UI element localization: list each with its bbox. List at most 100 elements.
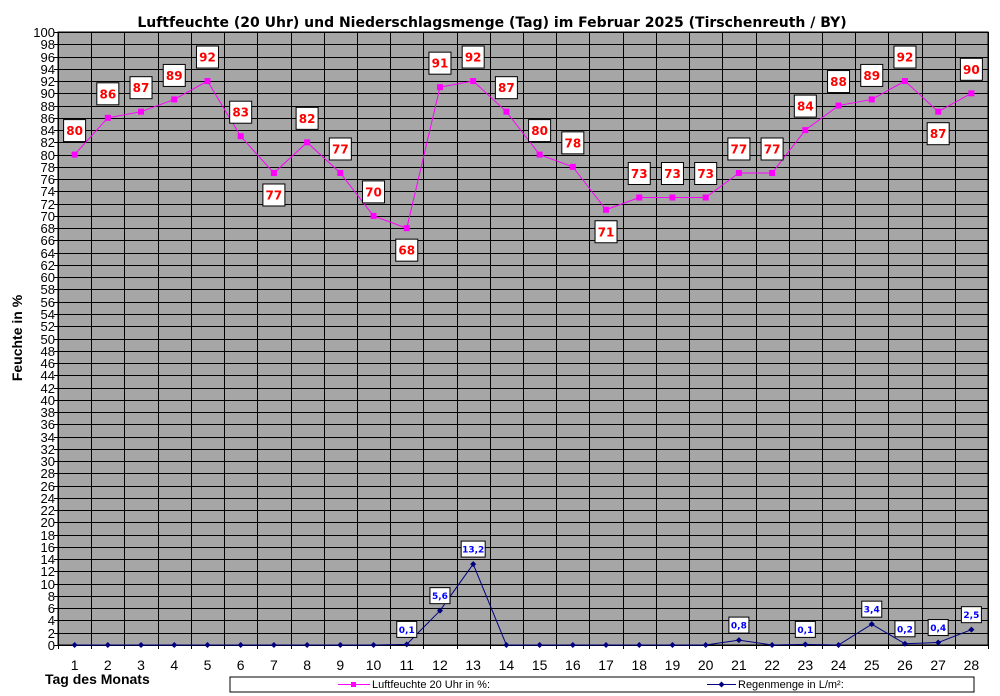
x-tick-label: 5	[204, 657, 212, 673]
point-humidity	[270, 169, 277, 176]
legend-label-humidity: Luftfeuchte 20 Uhr in %:	[372, 679, 490, 691]
y-tick-label: 70	[41, 209, 55, 224]
legend-marker-rain	[718, 681, 725, 688]
x-tick-label: 8	[303, 657, 311, 673]
y-tick-label: 72	[41, 197, 55, 212]
y-tick-label: 86	[41, 111, 55, 126]
data-label-box-humidity	[860, 63, 884, 87]
x-tick-label: 19	[665, 657, 681, 673]
point-rain	[802, 641, 809, 648]
x-tick-label: 20	[698, 657, 714, 673]
point-humidity	[237, 133, 244, 140]
data-label-humidity: 91	[432, 57, 449, 71]
point-humidity	[71, 151, 78, 158]
data-label-box-humidity	[627, 162, 651, 186]
data-label-rain: 0,8	[731, 622, 747, 632]
point-rain	[71, 642, 78, 648]
data-label-box-humidity	[594, 220, 618, 244]
y-tick-label: 98	[41, 37, 55, 52]
data-label-rain: 5,6	[432, 592, 448, 602]
data-label-box-rain	[927, 619, 949, 637]
y-tick-label: 34	[41, 430, 55, 445]
data-label-box-humidity	[926, 122, 950, 146]
x-tick-label: 11	[399, 657, 414, 673]
data-label-humidity: 83	[232, 106, 249, 120]
point-rain	[370, 642, 377, 648]
y-tick-label: 22	[41, 503, 55, 518]
point-humidity	[968, 90, 975, 97]
data-label-box-humidity	[494, 76, 518, 100]
point-rain	[702, 642, 709, 648]
data-label-box-rain	[861, 600, 883, 618]
y-tick-label: 46	[41, 356, 55, 371]
point-rain	[935, 639, 942, 646]
y-tick-label: 20	[41, 515, 55, 530]
data-label-rain: 0,1	[399, 626, 415, 636]
point-humidity	[702, 194, 709, 201]
data-label-box-rain	[894, 620, 916, 638]
y-tick-label: 44	[41, 368, 55, 383]
y-tick-label: 38	[41, 405, 55, 420]
point-rain	[270, 642, 277, 648]
y-tick-label: 32	[41, 442, 55, 457]
x-tick-label: 1	[71, 657, 79, 673]
y-tick-label: 42	[41, 381, 55, 396]
y-tick-label: 74	[41, 184, 55, 199]
data-label-box-humidity	[461, 45, 485, 69]
x-tick-label: 12	[432, 657, 448, 673]
data-label-humidity: 73	[664, 167, 681, 181]
data-label-box-humidity	[760, 137, 784, 161]
point-rain	[104, 642, 111, 648]
point-humidity	[901, 78, 908, 85]
data-label-humidity: 70	[365, 185, 382, 199]
data-label-humidity: 77	[731, 142, 748, 156]
y-tick-label: 66	[41, 233, 55, 248]
data-label-box-humidity	[959, 57, 983, 81]
y-tick-label: 14	[41, 552, 55, 567]
y-tick-label: 80	[41, 148, 55, 163]
data-label-humidity: 82	[299, 112, 316, 126]
x-tick-label: 14	[499, 657, 515, 673]
point-rain	[735, 637, 742, 644]
point-humidity	[636, 194, 643, 201]
data-label-humidity: 77	[332, 142, 349, 156]
y-tick-label: 78	[41, 160, 55, 175]
data-label-box-humidity	[328, 137, 352, 161]
y-tick-label: 50	[41, 332, 55, 347]
data-label-box-humidity	[827, 70, 851, 94]
point-humidity	[935, 108, 942, 115]
y-tick-label: 10	[41, 577, 55, 592]
data-label-humidity: 87	[133, 81, 150, 95]
point-humidity	[403, 225, 410, 232]
data-label-humidity: 92	[199, 51, 216, 65]
data-label-rain: 2,5	[963, 611, 979, 621]
y-tick-label: 76	[41, 172, 55, 187]
x-tick-label: 18	[631, 657, 647, 673]
point-humidity	[337, 169, 344, 176]
series-line-rain	[74, 563, 972, 646]
data-label-box-humidity	[561, 131, 585, 155]
series-line-humidity	[74, 80, 972, 229]
data-label-box-humidity	[395, 238, 419, 262]
point-rain	[237, 642, 244, 648]
y-tick-label: 16	[41, 540, 55, 555]
y-tick-label: 94	[41, 62, 55, 77]
point-humidity	[370, 212, 377, 219]
data-label-box-humidity	[262, 183, 286, 207]
point-humidity	[569, 163, 576, 170]
y-tick-label: 88	[41, 99, 55, 114]
point-rain	[138, 642, 145, 648]
point-rain	[436, 607, 443, 614]
data-label-humidity: 84	[797, 100, 814, 114]
y-tick-label: 100	[33, 25, 55, 40]
y-tick-label: 56	[41, 295, 55, 310]
data-label-box-humidity	[295, 106, 319, 130]
data-labels: 80 86 87 89 92 83 77 82 77 70 68 91 92 87 80 78 71 73 73 73…	[63, 45, 983, 638]
data-label-box-humidity	[727, 137, 751, 161]
x-tick-label: 15	[532, 657, 548, 673]
data-label-humidity: 77	[764, 142, 781, 156]
y-tick-label: 26	[41, 479, 55, 494]
data-label-box-rain	[460, 540, 486, 558]
data-label-humidity: 86	[99, 87, 116, 101]
